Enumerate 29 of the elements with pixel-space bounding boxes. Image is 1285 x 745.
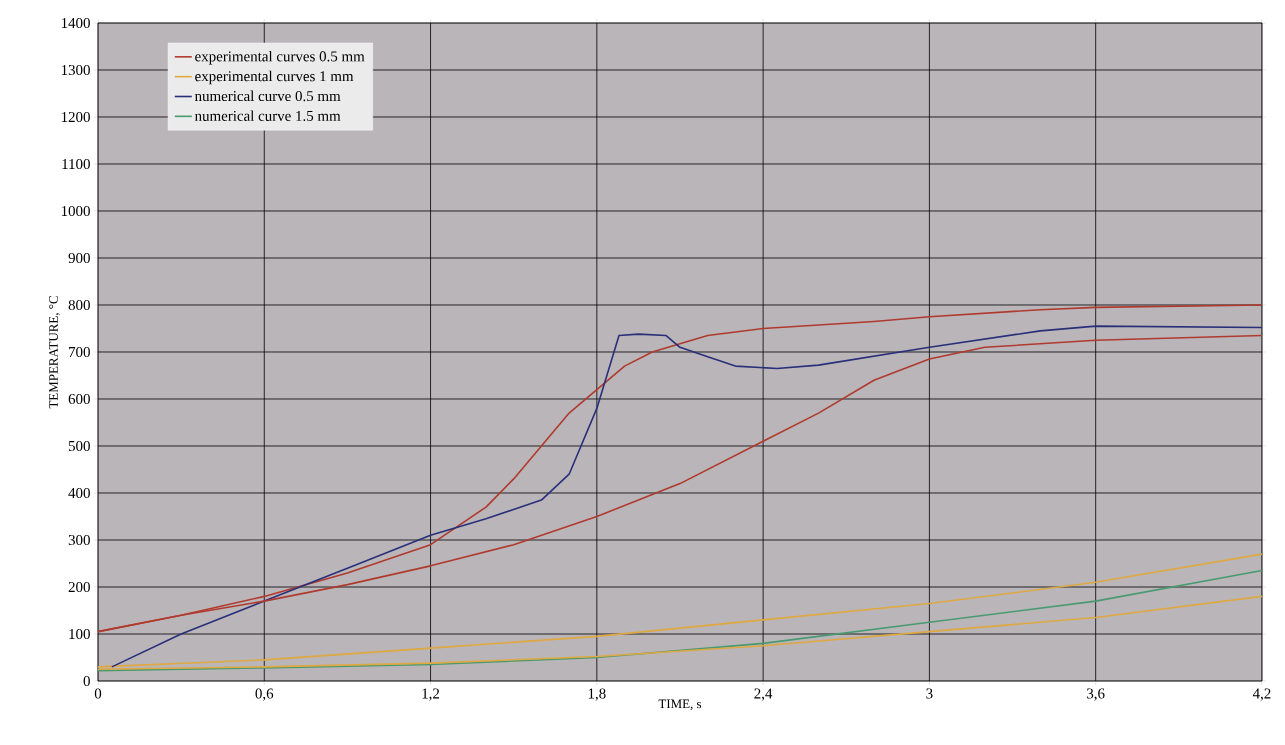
x-axis-title: TIME, s (658, 699, 702, 711)
y-tick-label: 1300 (61, 64, 90, 76)
legend-label: experimental curves 0.5 mm (195, 50, 365, 65)
y-axis-title: TEMPERATURE, °C (49, 296, 60, 409)
y-tick-label: 200 (68, 581, 90, 593)
x-tick-label: 4,2 (1252, 688, 1271, 701)
y-tick-label: 0 (83, 675, 90, 687)
legend-label: experimental curves 1 mm (195, 70, 354, 85)
x-tick-label: 1,2 (422, 688, 440, 701)
y-tick-label: 600 (68, 393, 90, 405)
x-tick-label: 1,8 (588, 688, 606, 701)
x-tick-label: 0 (94, 688, 102, 699)
y-tick-label: 900 (68, 252, 90, 264)
y-tick-label: 100 (69, 628, 90, 640)
y-tick-label: 1200 (61, 111, 90, 123)
y-tick-label: 400 (68, 487, 90, 499)
x-tick-label: 0,6 (255, 688, 274, 701)
legend-label: numerical curve 0.5 mm (194, 90, 341, 102)
y-tick-label: 1000 (61, 205, 90, 217)
y-tick-label: 300 (68, 534, 90, 546)
legend-label: numerical curve 1.5 mm (194, 110, 341, 121)
x-tick-label: 3,6 (1087, 688, 1105, 701)
x-tick-label: 3 (926, 688, 933, 699)
y-tick-label: 1400 (61, 17, 90, 29)
y-tick-label: 700 (69, 346, 90, 358)
y-tick-label: 1100 (62, 158, 90, 170)
y-tick-label: 500 (68, 440, 90, 452)
x-tick-label: 2,4 (754, 688, 773, 701)
y-tick-label: 800 (68, 299, 90, 311)
